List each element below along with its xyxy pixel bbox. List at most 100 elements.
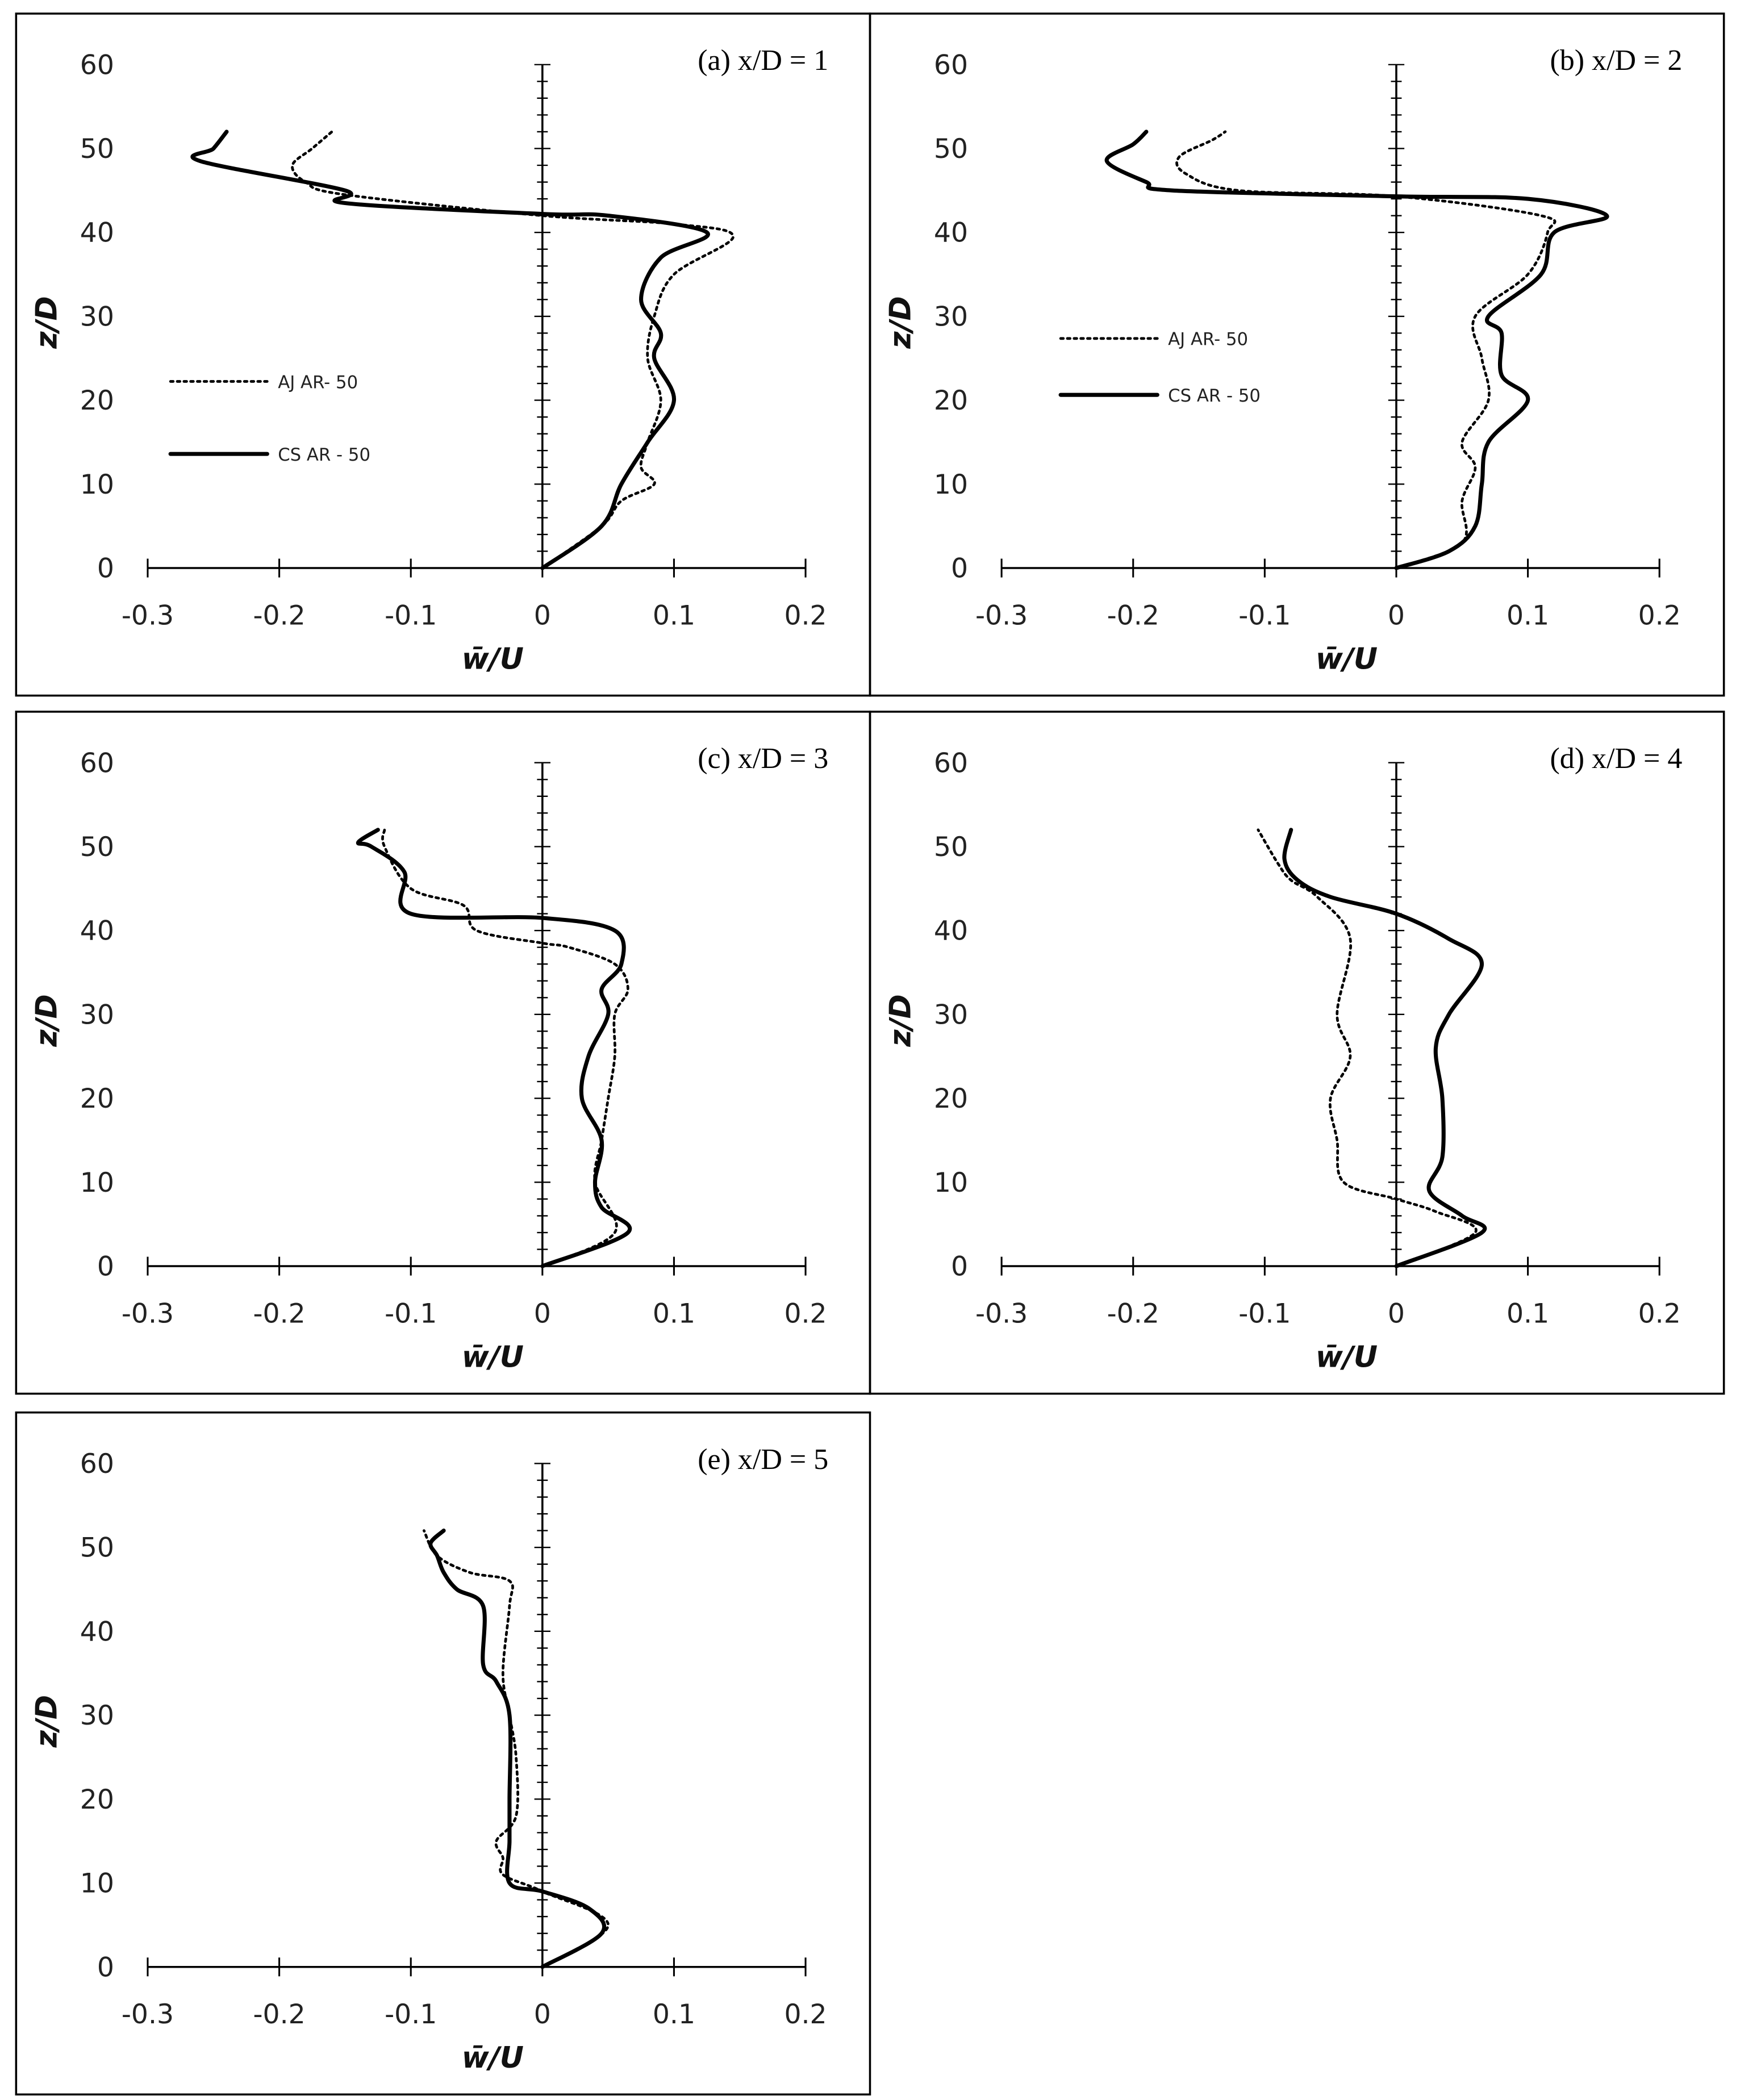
x-axis-label: w̄/U bbox=[462, 642, 524, 676]
chart-panel: -0.3 -0.2 -0.1 0 0.1 0.2 0 10 20 30 40 50 60 w̄/U z/D (… bbox=[15, 12, 871, 697]
y-tick-label: 40 bbox=[80, 916, 114, 947]
y-tick-label: 10 bbox=[80, 1868, 114, 1899]
x-tick-label: -0.2 bbox=[253, 1999, 305, 2030]
x-tick-label: -0.2 bbox=[1107, 1298, 1159, 1329]
legend-label: AJ AR- 50 bbox=[278, 372, 358, 393]
y-tick-label: 60 bbox=[934, 748, 968, 779]
y-tick-label: 40 bbox=[80, 1616, 114, 1647]
series-line-solid bbox=[1104, 130, 1609, 570]
x-tick-label: -0.1 bbox=[1238, 1298, 1291, 1329]
x-tick-label: 0 bbox=[534, 1999, 551, 2030]
y-tick-label: 10 bbox=[934, 1167, 968, 1199]
panel-title: (b) x/D = 2 bbox=[1550, 44, 1682, 77]
series-line-dotted bbox=[1257, 828, 1478, 1268]
series-line-dotted bbox=[1175, 130, 1557, 570]
y-axis-label: z/D bbox=[883, 296, 917, 349]
y-tick-label: 50 bbox=[80, 832, 114, 863]
panel-frame bbox=[869, 12, 1725, 697]
panel-frame bbox=[15, 12, 871, 697]
y-tick-label: 50 bbox=[80, 1533, 114, 1564]
y-tick-label: 0 bbox=[97, 1952, 114, 1983]
x-tick-label: 0.2 bbox=[1638, 1298, 1681, 1329]
y-tick-label: 30 bbox=[80, 301, 114, 332]
y-tick-label: 20 bbox=[934, 385, 968, 416]
y-tick-label: 40 bbox=[934, 218, 968, 249]
x-tick-label: -0.3 bbox=[122, 1999, 174, 2030]
chart-panel: -0.3 -0.2 -0.1 0 0.1 0.2 0 10 20 30 40 50 60 w̄/U z/D (… bbox=[869, 12, 1725, 697]
series-line-dotted bbox=[291, 130, 735, 570]
x-tick-label: 0 bbox=[1388, 600, 1405, 631]
y-tick-label: 40 bbox=[80, 218, 114, 249]
x-tick-label: 0.1 bbox=[1507, 1298, 1549, 1329]
x-tick-label: 0.2 bbox=[784, 1298, 827, 1329]
y-axis-label: z/D bbox=[30, 994, 64, 1047]
x-tick-label: 0.2 bbox=[1638, 600, 1681, 631]
y-tick-label: 30 bbox=[934, 301, 968, 332]
y-tick-label: 0 bbox=[97, 553, 114, 585]
y-tick-label: 20 bbox=[80, 385, 114, 416]
y-tick-label: 0 bbox=[951, 553, 968, 585]
panel-title: (a) x/D = 1 bbox=[698, 44, 828, 77]
x-tick-label: 0.1 bbox=[653, 1298, 695, 1329]
panel-frame bbox=[15, 711, 871, 1395]
x-tick-label: -0.3 bbox=[122, 1298, 174, 1329]
x-tick-label: 0.2 bbox=[784, 1999, 827, 2030]
series-line-dotted bbox=[423, 1529, 610, 1969]
series-line-solid bbox=[428, 1529, 607, 1969]
x-tick-label: -0.3 bbox=[975, 600, 1028, 631]
legend-label: CS AR - 50 bbox=[1168, 386, 1261, 406]
y-tick-label: 20 bbox=[80, 1083, 114, 1114]
x-tick-label: -0.1 bbox=[385, 1999, 437, 2030]
y-tick-label: 60 bbox=[80, 748, 114, 779]
y-tick-label: 60 bbox=[80, 1448, 114, 1480]
x-tick-label: 0.2 bbox=[784, 600, 827, 631]
panel-title: (c) x/D = 3 bbox=[698, 742, 828, 775]
x-tick-label: 0.1 bbox=[1507, 600, 1549, 631]
chart-panel: -0.3 -0.2 -0.1 0 0.1 0.2 0 10 20 30 40 50 60 w̄/U z/D (… bbox=[869, 711, 1725, 1395]
y-axis-label: z/D bbox=[30, 1695, 64, 1748]
y-tick-label: 20 bbox=[80, 1784, 114, 1815]
y-tick-label: 30 bbox=[934, 999, 968, 1030]
legend-label: AJ AR- 50 bbox=[1168, 329, 1248, 350]
panel-frame bbox=[869, 711, 1725, 1395]
y-tick-label: 50 bbox=[80, 133, 114, 165]
chart-panel: -0.3 -0.2 -0.1 0 0.1 0.2 0 10 20 30 40 50 60 w̄/U z/D (… bbox=[15, 711, 871, 1395]
x-axis-label: w̄/U bbox=[462, 1340, 524, 1374]
series-line-solid bbox=[1282, 828, 1487, 1268]
x-axis-label: w̄/U bbox=[462, 2041, 524, 2075]
y-tick-label: 10 bbox=[80, 469, 114, 500]
x-tick-label: -0.3 bbox=[975, 1298, 1028, 1329]
y-tick-label: 0 bbox=[951, 1251, 968, 1283]
x-tick-label: -0.2 bbox=[253, 600, 305, 631]
y-axis-label: z/D bbox=[883, 994, 917, 1047]
x-axis-label: w̄/U bbox=[1316, 642, 1378, 676]
y-tick-label: 60 bbox=[934, 49, 968, 81]
y-tick-label: 0 bbox=[97, 1251, 114, 1283]
y-tick-label: 20 bbox=[934, 1083, 968, 1114]
x-tick-label: -0.1 bbox=[385, 1298, 437, 1329]
x-tick-label: 0 bbox=[1388, 1298, 1405, 1329]
panel-frame bbox=[15, 1411, 871, 2096]
x-tick-label: 0 bbox=[534, 1298, 551, 1329]
y-tick-label: 30 bbox=[80, 999, 114, 1030]
series-line-solid bbox=[190, 130, 710, 570]
legend-label: CS AR - 50 bbox=[278, 445, 370, 465]
y-tick-label: 40 bbox=[934, 916, 968, 947]
y-tick-label: 10 bbox=[934, 469, 968, 500]
chart-panel: -0.3 -0.2 -0.1 0 0.1 0.2 0 10 20 30 40 50 60 w̄/U z/D (… bbox=[15, 1411, 871, 2096]
x-axis-label: w̄/U bbox=[1316, 1340, 1378, 1374]
x-tick-label: 0.1 bbox=[653, 600, 695, 631]
x-tick-label: -0.3 bbox=[122, 600, 174, 631]
panel-title: (e) x/D = 5 bbox=[698, 1443, 828, 1476]
x-tick-label: -0.1 bbox=[385, 600, 437, 631]
y-tick-label: 10 bbox=[80, 1167, 114, 1199]
y-tick-label: 60 bbox=[80, 49, 114, 81]
x-tick-label: 0 bbox=[534, 600, 551, 631]
x-tick-label: 0.1 bbox=[653, 1999, 695, 2030]
y-tick-label: 30 bbox=[80, 1700, 114, 1731]
panel-title: (d) x/D = 4 bbox=[1550, 742, 1682, 775]
x-tick-label: -0.2 bbox=[253, 1298, 305, 1329]
series-line-solid bbox=[356, 828, 632, 1268]
x-tick-label: -0.1 bbox=[1238, 600, 1291, 631]
